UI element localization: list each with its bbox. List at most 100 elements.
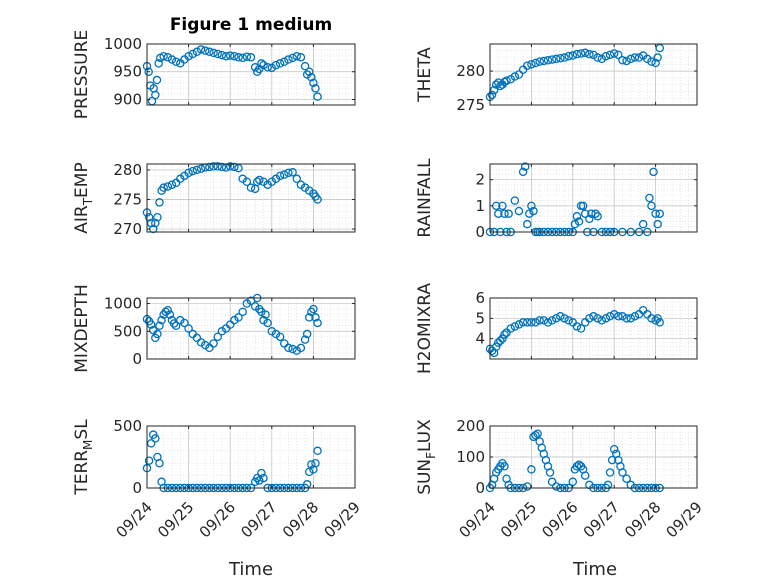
x-tick-label: 09/24 <box>456 498 499 541</box>
data-point <box>564 51 573 61</box>
data-point <box>500 209 509 218</box>
data-point <box>653 314 662 323</box>
x-tick-label: 09/26 <box>196 498 239 541</box>
y-tick-label: 270 <box>113 220 142 238</box>
y-tick-label: 950 <box>113 63 142 81</box>
y-tick-label: 4 <box>475 330 485 348</box>
data-point <box>609 444 619 454</box>
data-point <box>255 175 264 185</box>
data-point <box>167 180 177 189</box>
data-point <box>498 201 507 211</box>
subplot-pressure: 900 950 1000 PRESSURE <box>72 30 356 119</box>
data-point <box>196 45 206 54</box>
data-point <box>234 163 243 173</box>
data-point <box>491 80 501 89</box>
data-point <box>171 321 181 330</box>
data-point <box>300 61 310 71</box>
y-tick-label: 1000 <box>104 35 142 53</box>
data-point <box>593 314 602 323</box>
data-point <box>551 54 561 64</box>
data-point <box>311 84 320 93</box>
y-tick-label: 900 <box>113 90 142 108</box>
data-point <box>514 70 524 79</box>
data-point <box>626 54 636 64</box>
data-point <box>514 320 524 329</box>
data-point <box>618 312 627 321</box>
data-point <box>304 467 314 477</box>
data-point <box>146 218 156 228</box>
plot-area <box>490 44 697 105</box>
data-point <box>591 209 600 218</box>
data-point <box>527 465 536 474</box>
data-point <box>209 339 218 348</box>
y-axis-label: AIRTEMP <box>72 162 95 233</box>
data-point <box>292 51 302 61</box>
data-point <box>494 209 503 218</box>
data-point <box>649 167 658 177</box>
data-point <box>309 78 318 88</box>
data-point <box>304 313 314 322</box>
data-point <box>205 162 214 172</box>
x-tick-label: 09/27 <box>237 498 280 541</box>
data-point <box>155 198 164 207</box>
data-point <box>238 307 247 317</box>
data-point <box>296 343 306 353</box>
data-point <box>163 305 173 315</box>
y-tick-label: 275 <box>456 96 485 114</box>
data-point <box>234 313 243 322</box>
data-point <box>655 209 664 218</box>
data-point <box>523 61 532 70</box>
y-tick-label: 0 <box>132 479 142 497</box>
data-point <box>263 318 272 328</box>
data-point <box>309 304 318 314</box>
data-point <box>529 206 538 216</box>
data-point <box>593 212 602 221</box>
data-point <box>551 314 561 323</box>
data-point <box>144 212 154 222</box>
data-point <box>151 90 160 100</box>
plot-area <box>490 298 697 359</box>
data-point <box>556 312 565 321</box>
data-point <box>188 166 198 176</box>
data-point <box>580 209 590 218</box>
y-tick-label: 1 <box>475 197 485 215</box>
data-point <box>539 316 549 325</box>
x-tick-label: 09/24 <box>113 498 156 541</box>
data-point <box>313 446 322 456</box>
data-point <box>146 439 156 448</box>
data-point <box>527 60 536 69</box>
data-point <box>527 201 536 211</box>
data-point <box>556 53 565 63</box>
data-point <box>205 47 214 57</box>
data-point <box>151 434 160 443</box>
data-point <box>576 324 586 333</box>
data-point <box>252 177 262 186</box>
data-point <box>159 51 168 61</box>
data-point <box>498 334 507 343</box>
data-point <box>614 50 623 60</box>
data-point <box>638 219 648 229</box>
data-point <box>578 201 588 211</box>
data-point <box>585 49 594 59</box>
data-point <box>560 53 569 62</box>
data-point <box>545 468 555 477</box>
data-point <box>242 177 252 186</box>
data-point <box>284 55 293 64</box>
data-point <box>655 318 664 327</box>
data-point <box>184 168 193 178</box>
data-point <box>634 53 644 62</box>
data-point <box>523 318 532 327</box>
data-point <box>506 324 515 333</box>
data-point <box>288 168 297 177</box>
y-tick-label: 275 <box>113 190 142 208</box>
data-point <box>196 164 206 173</box>
data-point <box>618 468 627 477</box>
data-point <box>284 343 293 353</box>
data-point <box>543 56 553 65</box>
data-point <box>221 51 231 61</box>
data-point <box>163 182 173 191</box>
subplot-mixdepth: 0 500 1000 MIXDEPTH <box>72 284 356 373</box>
data-point <box>257 59 266 68</box>
data-point <box>144 456 154 465</box>
